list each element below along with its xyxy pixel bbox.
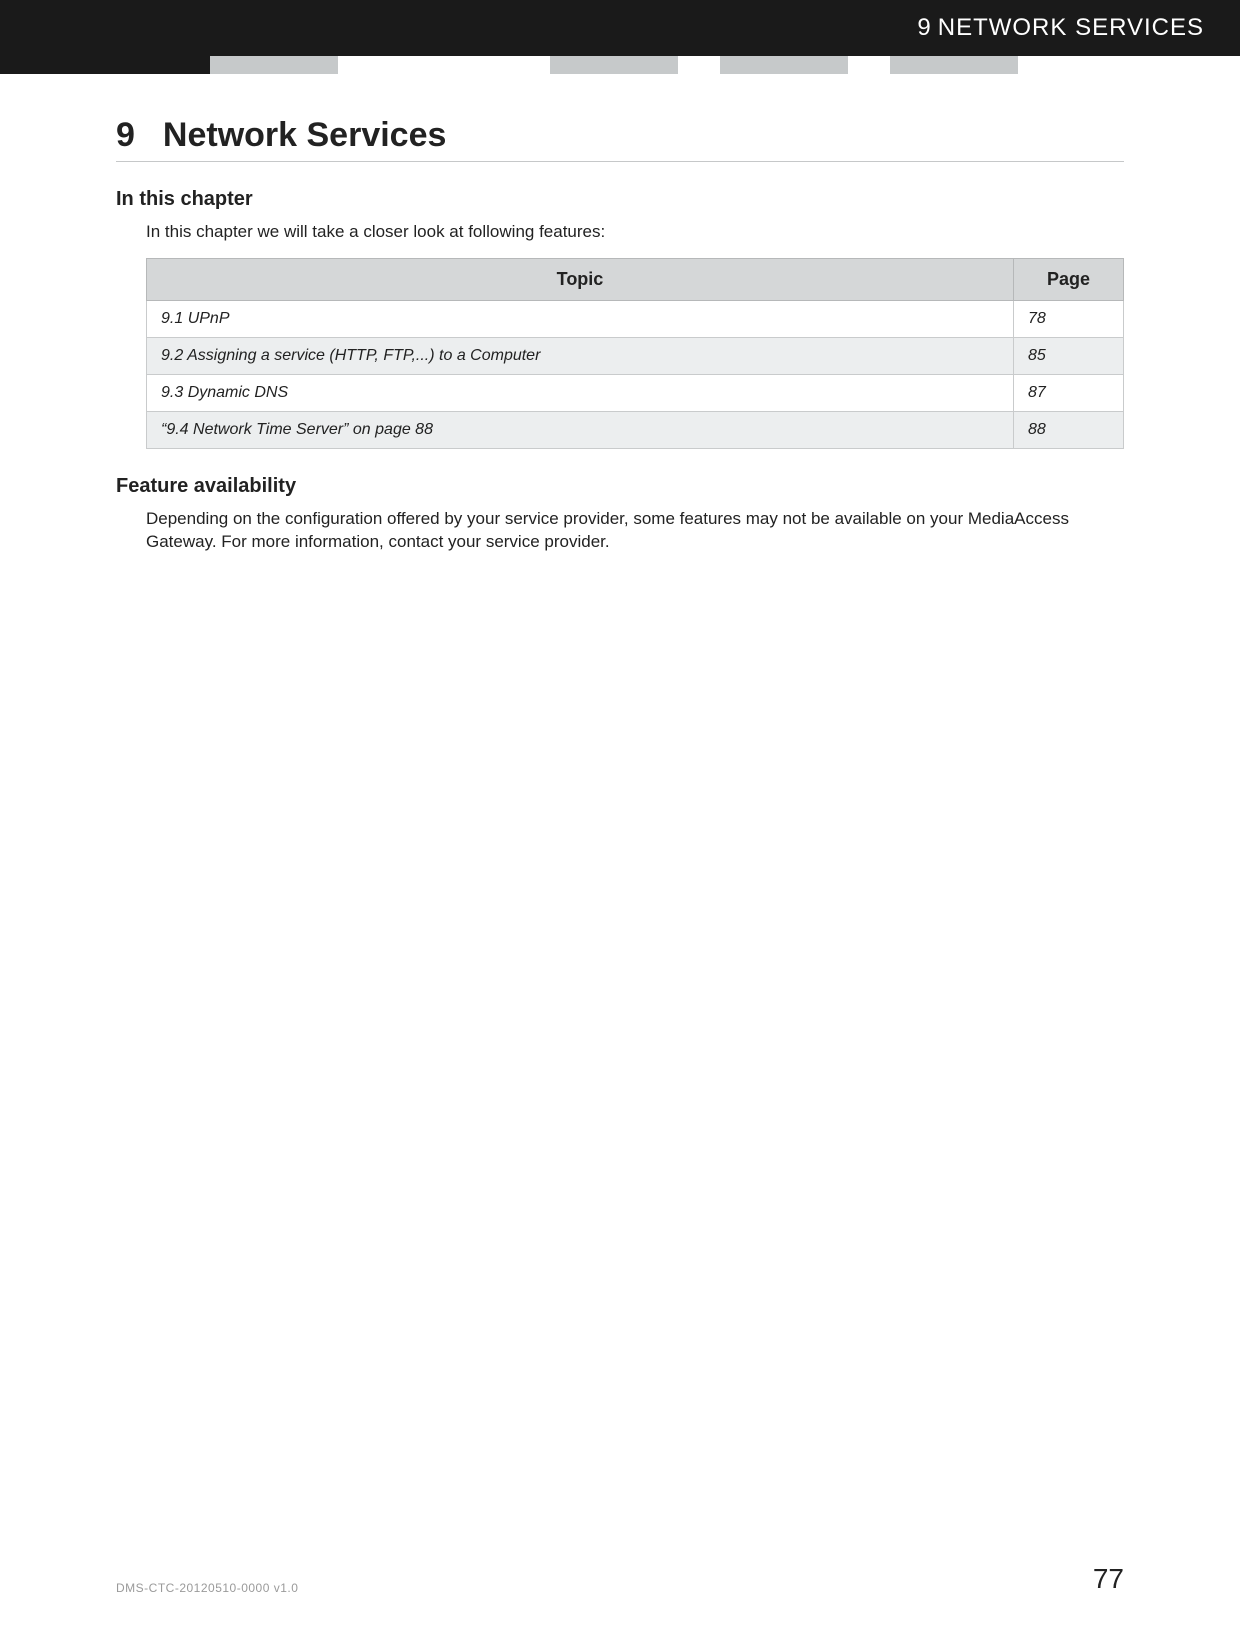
tab-segment (678, 56, 720, 74)
cell-topic: “9.4 Network Time Server” on page 88 (147, 411, 1014, 448)
page-header: 9 NETWORK SERVICES (0, 0, 1240, 56)
table-row: “9.4 Network Time Server” on page 8888 (147, 411, 1124, 448)
tab-segment (848, 56, 890, 74)
section-body: In this chapter we will take a closer lo… (146, 221, 1124, 244)
page-footer: DMS-CTC-20120510-0000 v1.0 77 (0, 1563, 1240, 1595)
cell-page: 85 (1014, 337, 1124, 374)
tab-segment (210, 56, 338, 74)
section-heading: Feature availability (116, 475, 1124, 498)
tab-segment (720, 56, 848, 74)
chapter-title: Network Services (163, 116, 447, 155)
tab-segment (1018, 56, 1240, 74)
topics-table: Topic Page 9.1 UPnP789.2 Assigning a ser… (146, 258, 1124, 449)
section-heading: In this chapter (116, 188, 1124, 211)
header-chapter-title: NETWORK SERVICES (938, 14, 1204, 42)
tab-segment (338, 56, 550, 74)
cell-topic: 9.3 Dynamic DNS (147, 374, 1014, 411)
chapter-title-row: 9 Network Services (116, 116, 1124, 162)
col-page: Page (1014, 258, 1124, 300)
chapter-number: 9 (116, 116, 135, 155)
cell-topic: 9.1 UPnP (147, 300, 1014, 337)
tab-segment (0, 56, 210, 74)
cell-page: 87 (1014, 374, 1124, 411)
document-id: DMS-CTC-20120510-0000 v1.0 (116, 1581, 298, 1595)
table-row: 9.1 UPnP78 (147, 300, 1124, 337)
table-row: 9.3 Dynamic DNS87 (147, 374, 1124, 411)
page-content: 9 Network Services In this chapter In th… (0, 92, 1240, 554)
tab-segment (550, 56, 678, 74)
page-number: 77 (1093, 1563, 1124, 1595)
header-tab-strip (0, 56, 1240, 92)
tab-segment (890, 56, 1018, 74)
cell-page: 78 (1014, 300, 1124, 337)
section-body: Depending on the configuration offered b… (146, 508, 1124, 554)
cell-page: 88 (1014, 411, 1124, 448)
col-topic: Topic (147, 258, 1014, 300)
header-chapter-number: 9 (917, 14, 931, 42)
table-header-row: Topic Page (147, 258, 1124, 300)
cell-topic: 9.2 Assigning a service (HTTP, FTP,...) … (147, 337, 1014, 374)
table-row: 9.2 Assigning a service (HTTP, FTP,...) … (147, 337, 1124, 374)
